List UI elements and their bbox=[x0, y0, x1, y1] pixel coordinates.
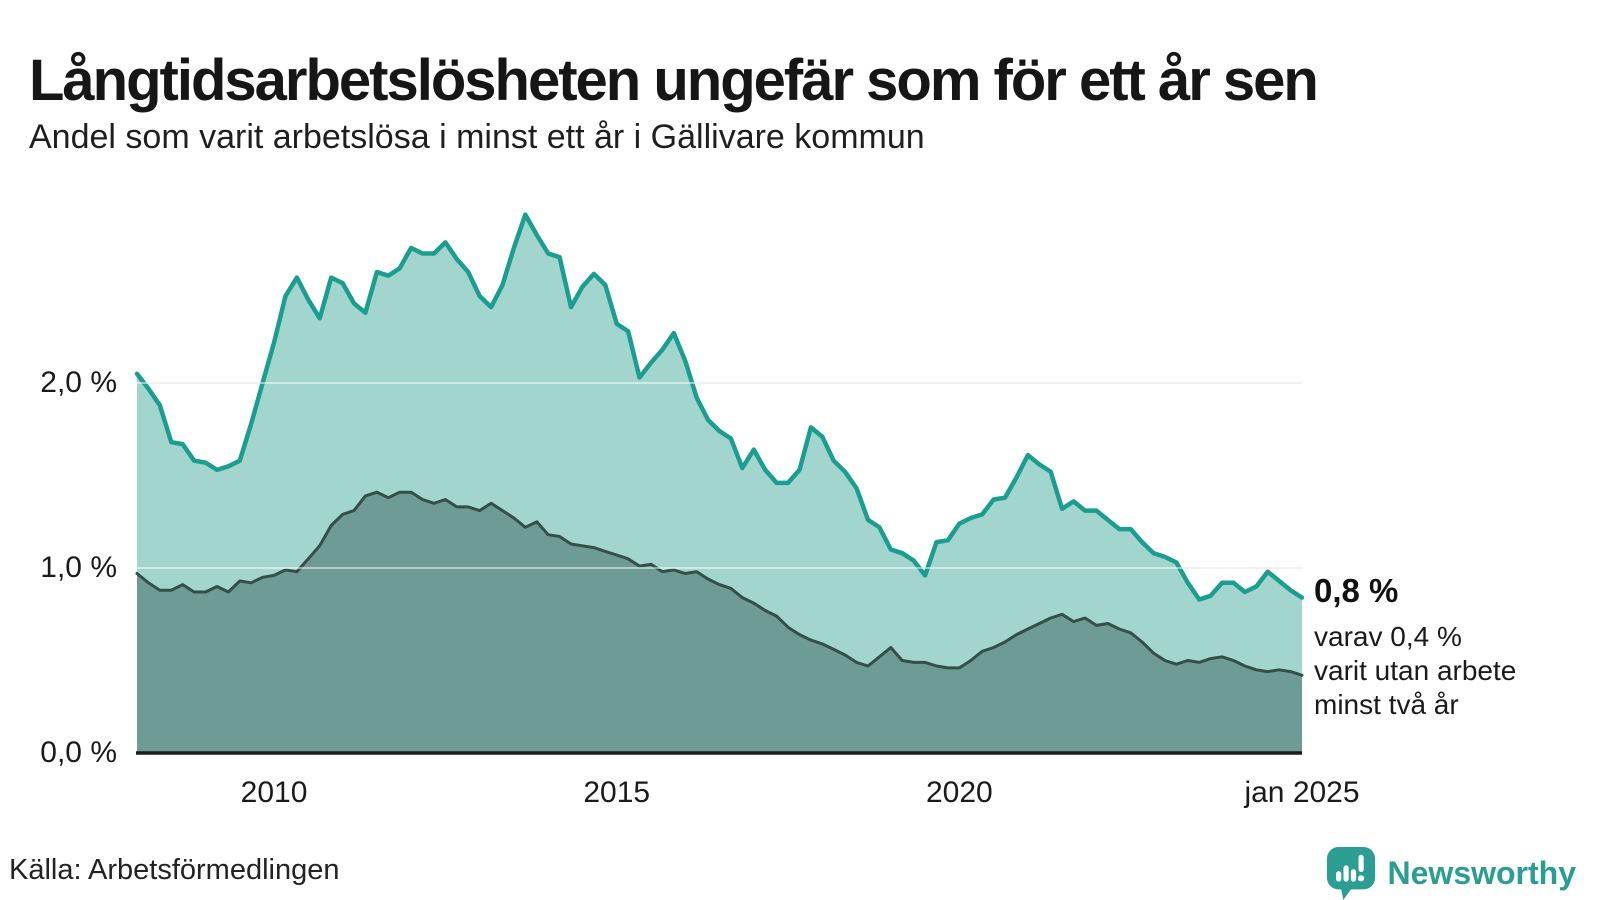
series-line bbox=[135, 490, 1304, 677]
newsworthy-logo-text: Newsworthy bbox=[1387, 854, 1576, 891]
area-chart-canvas bbox=[134, 212, 1305, 755]
newsworthy-logo-icon bbox=[1326, 847, 1375, 900]
newsworthy-logo: Newsworthy bbox=[1326, 846, 1576, 900]
logo-bar-2 bbox=[1343, 865, 1349, 882]
series-area bbox=[137, 492, 1302, 753]
page-title: Långtidsarbetslösheten ungefär som för e… bbox=[29, 47, 1319, 113]
end-annotation-line-1: varav 0,4 % bbox=[1314, 621, 1462, 652]
end-annotation-line-2: varit utan arbete bbox=[1314, 655, 1517, 686]
logo-exclamation-dot bbox=[1357, 875, 1364, 882]
chart-subtitle: Andel som varit arbetslösa i minst ett å… bbox=[29, 118, 925, 156]
source-note: Källa: Arbetsförmedlingen bbox=[9, 854, 340, 886]
end-annotation-line-3: minst två år bbox=[1314, 689, 1459, 720]
logo-bar-1 bbox=[1335, 871, 1341, 882]
logo-bar-3 bbox=[1350, 869, 1356, 882]
end-annotation: 0,8 % varav 0,4 % varit utan arbete mins… bbox=[1314, 572, 1594, 722]
logo-exclamation-bar bbox=[1358, 854, 1364, 873]
end-value-label: 0,8 % bbox=[1314, 572, 1399, 609]
series-line bbox=[134, 212, 1305, 602]
